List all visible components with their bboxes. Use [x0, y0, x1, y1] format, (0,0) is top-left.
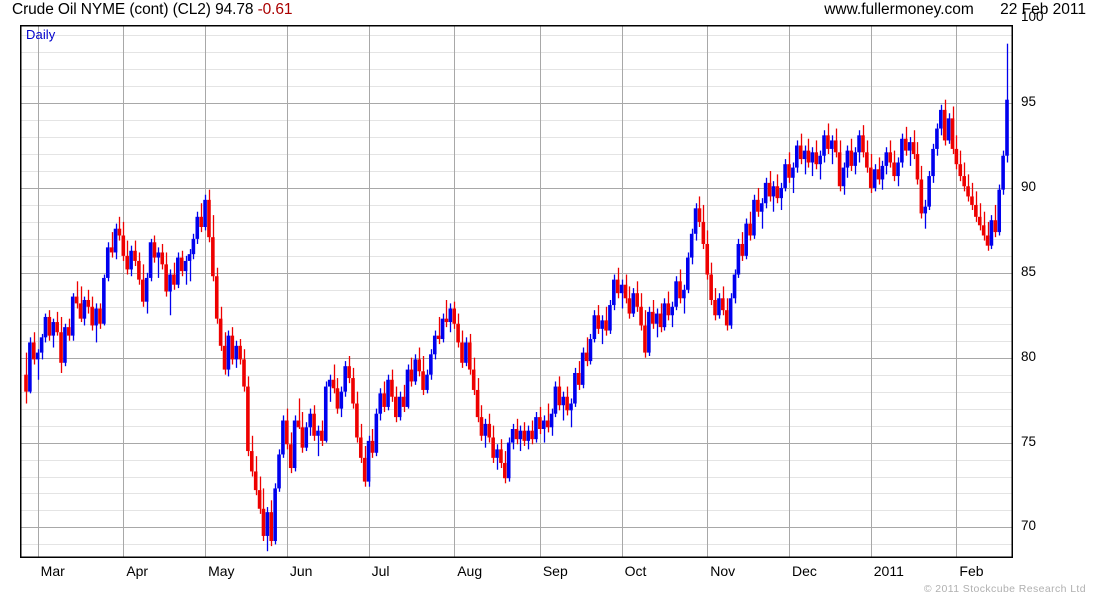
x-axis-tick-label: Oct — [624, 563, 647, 579]
x-axis-tick-label: Jun — [289, 563, 313, 579]
x-axis-tick-label: Feb — [959, 563, 984, 579]
x-axis-tick-label: Sep — [542, 563, 568, 579]
last-price: 94.78 — [215, 1, 254, 18]
x-axis-tick-label: Dec — [792, 563, 817, 579]
x-axis-tick-label: Apr — [126, 563, 149, 579]
y-axis-tick-label: 75 — [1021, 433, 1037, 449]
x-axis-tick-label: Aug — [457, 563, 483, 579]
chart-date: 22 Feb 2011 — [1000, 1, 1086, 18]
instrument-name: Crude Oil NYME (cont) (CL2) — [12, 1, 211, 18]
x-axis-tick-label: Jul — [371, 563, 390, 579]
y-axis-tick-label: 100 — [1021, 9, 1044, 25]
price-chart[interactable] — [20, 25, 1013, 558]
y-axis-tick-label: 70 — [1021, 518, 1037, 534]
candlestick-plot[interactable] — [20, 25, 1013, 558]
y-axis-tick-label: 90 — [1021, 178, 1037, 194]
copyright-notice: © 2011 Stockcube Research Ltd — [923, 583, 1086, 595]
y-axis-tick-label: 85 — [1021, 263, 1037, 279]
y-axis-tick-label: 95 — [1021, 94, 1037, 110]
y-axis-tick-label: 80 — [1021, 348, 1037, 364]
interval-legend: Daily — [26, 27, 56, 42]
chart-title: Crude Oil NYME (cont) (CL2) 94.78 -0.61 — [12, 1, 293, 19]
price-change: -0.61 — [257, 1, 293, 18]
header-right: www.fullermoney.com 22 Feb 2011 — [824, 1, 1086, 19]
x-axis-tick-label: May — [208, 563, 235, 579]
x-axis-tick-label: Mar — [40, 563, 65, 579]
x-axis-tick-label: Nov — [710, 563, 736, 579]
website-label: www.fullermoney.com — [824, 1, 974, 18]
x-axis-tick-label: 2011 — [873, 563, 904, 579]
